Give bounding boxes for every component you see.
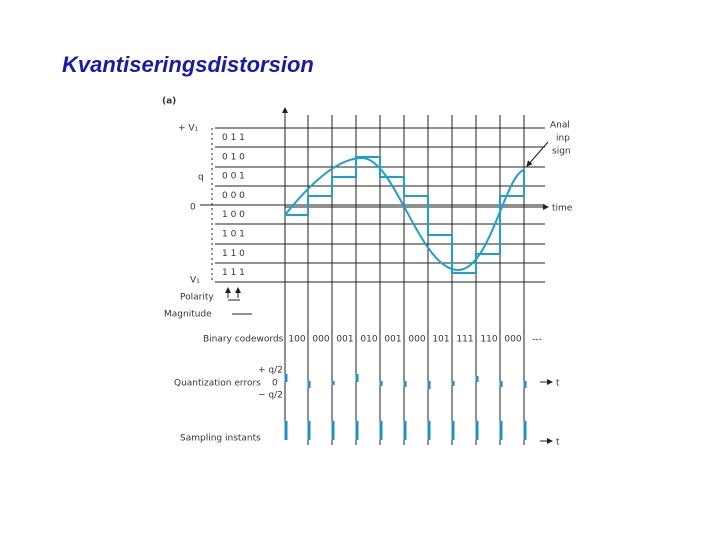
magnitude-label: Magnitude [164,310,212,320]
level-code: 1 0 0 [222,210,245,220]
level-lines [200,127,545,283]
codeword: 010 [360,335,377,345]
time-label: time [552,204,573,214]
codeword: 111 [456,335,473,345]
codeword: 000 [312,335,329,345]
codeword: 001 [384,335,401,345]
errors-axis-label: t [556,379,560,389]
codeword: 110 [480,335,497,345]
codewords-label: Binary codewords [203,335,284,345]
v-plus-label: + V₁ [178,124,199,134]
level-code: 0 1 0 [222,152,245,162]
error-marks [284,374,527,389]
slide-title: Kvantiseringsdistorsion [62,52,314,77]
codeword: 101 [432,335,449,345]
signal-label: sign [552,147,571,157]
codeword: 000 [408,335,425,345]
sampling-axis-label: t [556,438,560,448]
level-code: 1 1 1 [222,268,245,278]
quantized-signal [285,156,525,274]
panel-label: (a) [162,97,176,107]
sampling-marks [284,421,527,440]
level-code: 1 0 1 [222,230,245,240]
codeword: 000 [504,335,521,345]
errors-label: Quantization errors [174,379,261,389]
codeword: --- [532,335,542,345]
level-code: 0 1 1 [222,133,245,143]
level-code: 0 0 1 [222,172,245,182]
error-level: + q/2 [258,366,283,376]
error-level: 0 [272,379,278,389]
signal-pointer [526,141,549,167]
sampling-label: Sampling instants [180,434,261,444]
polarity-label: Polarity [180,293,214,303]
signal-label: inp [556,134,570,144]
codewords: 100 000 001 010 001 000 101 111 110 000 --- [288,335,541,345]
zero-label: 0 [190,203,196,213]
analog-signal [284,156,525,272]
level-codes: 0 1 1 0 1 0 0 0 1 0 0 0 1 0 0 1 0 1 1 1 0 1 1 1 [222,133,245,278]
sample-lines [307,115,525,445]
q-label: q [198,173,204,183]
signal-label: Anal [550,121,570,131]
error-level: − q/2 [258,391,283,401]
level-code: 1 1 0 [222,249,245,259]
codeword: 100 [288,335,305,345]
v-minus-label: V₁ [190,276,200,286]
level-code: 0 0 0 [222,191,245,201]
codeword: 001 [336,335,353,345]
